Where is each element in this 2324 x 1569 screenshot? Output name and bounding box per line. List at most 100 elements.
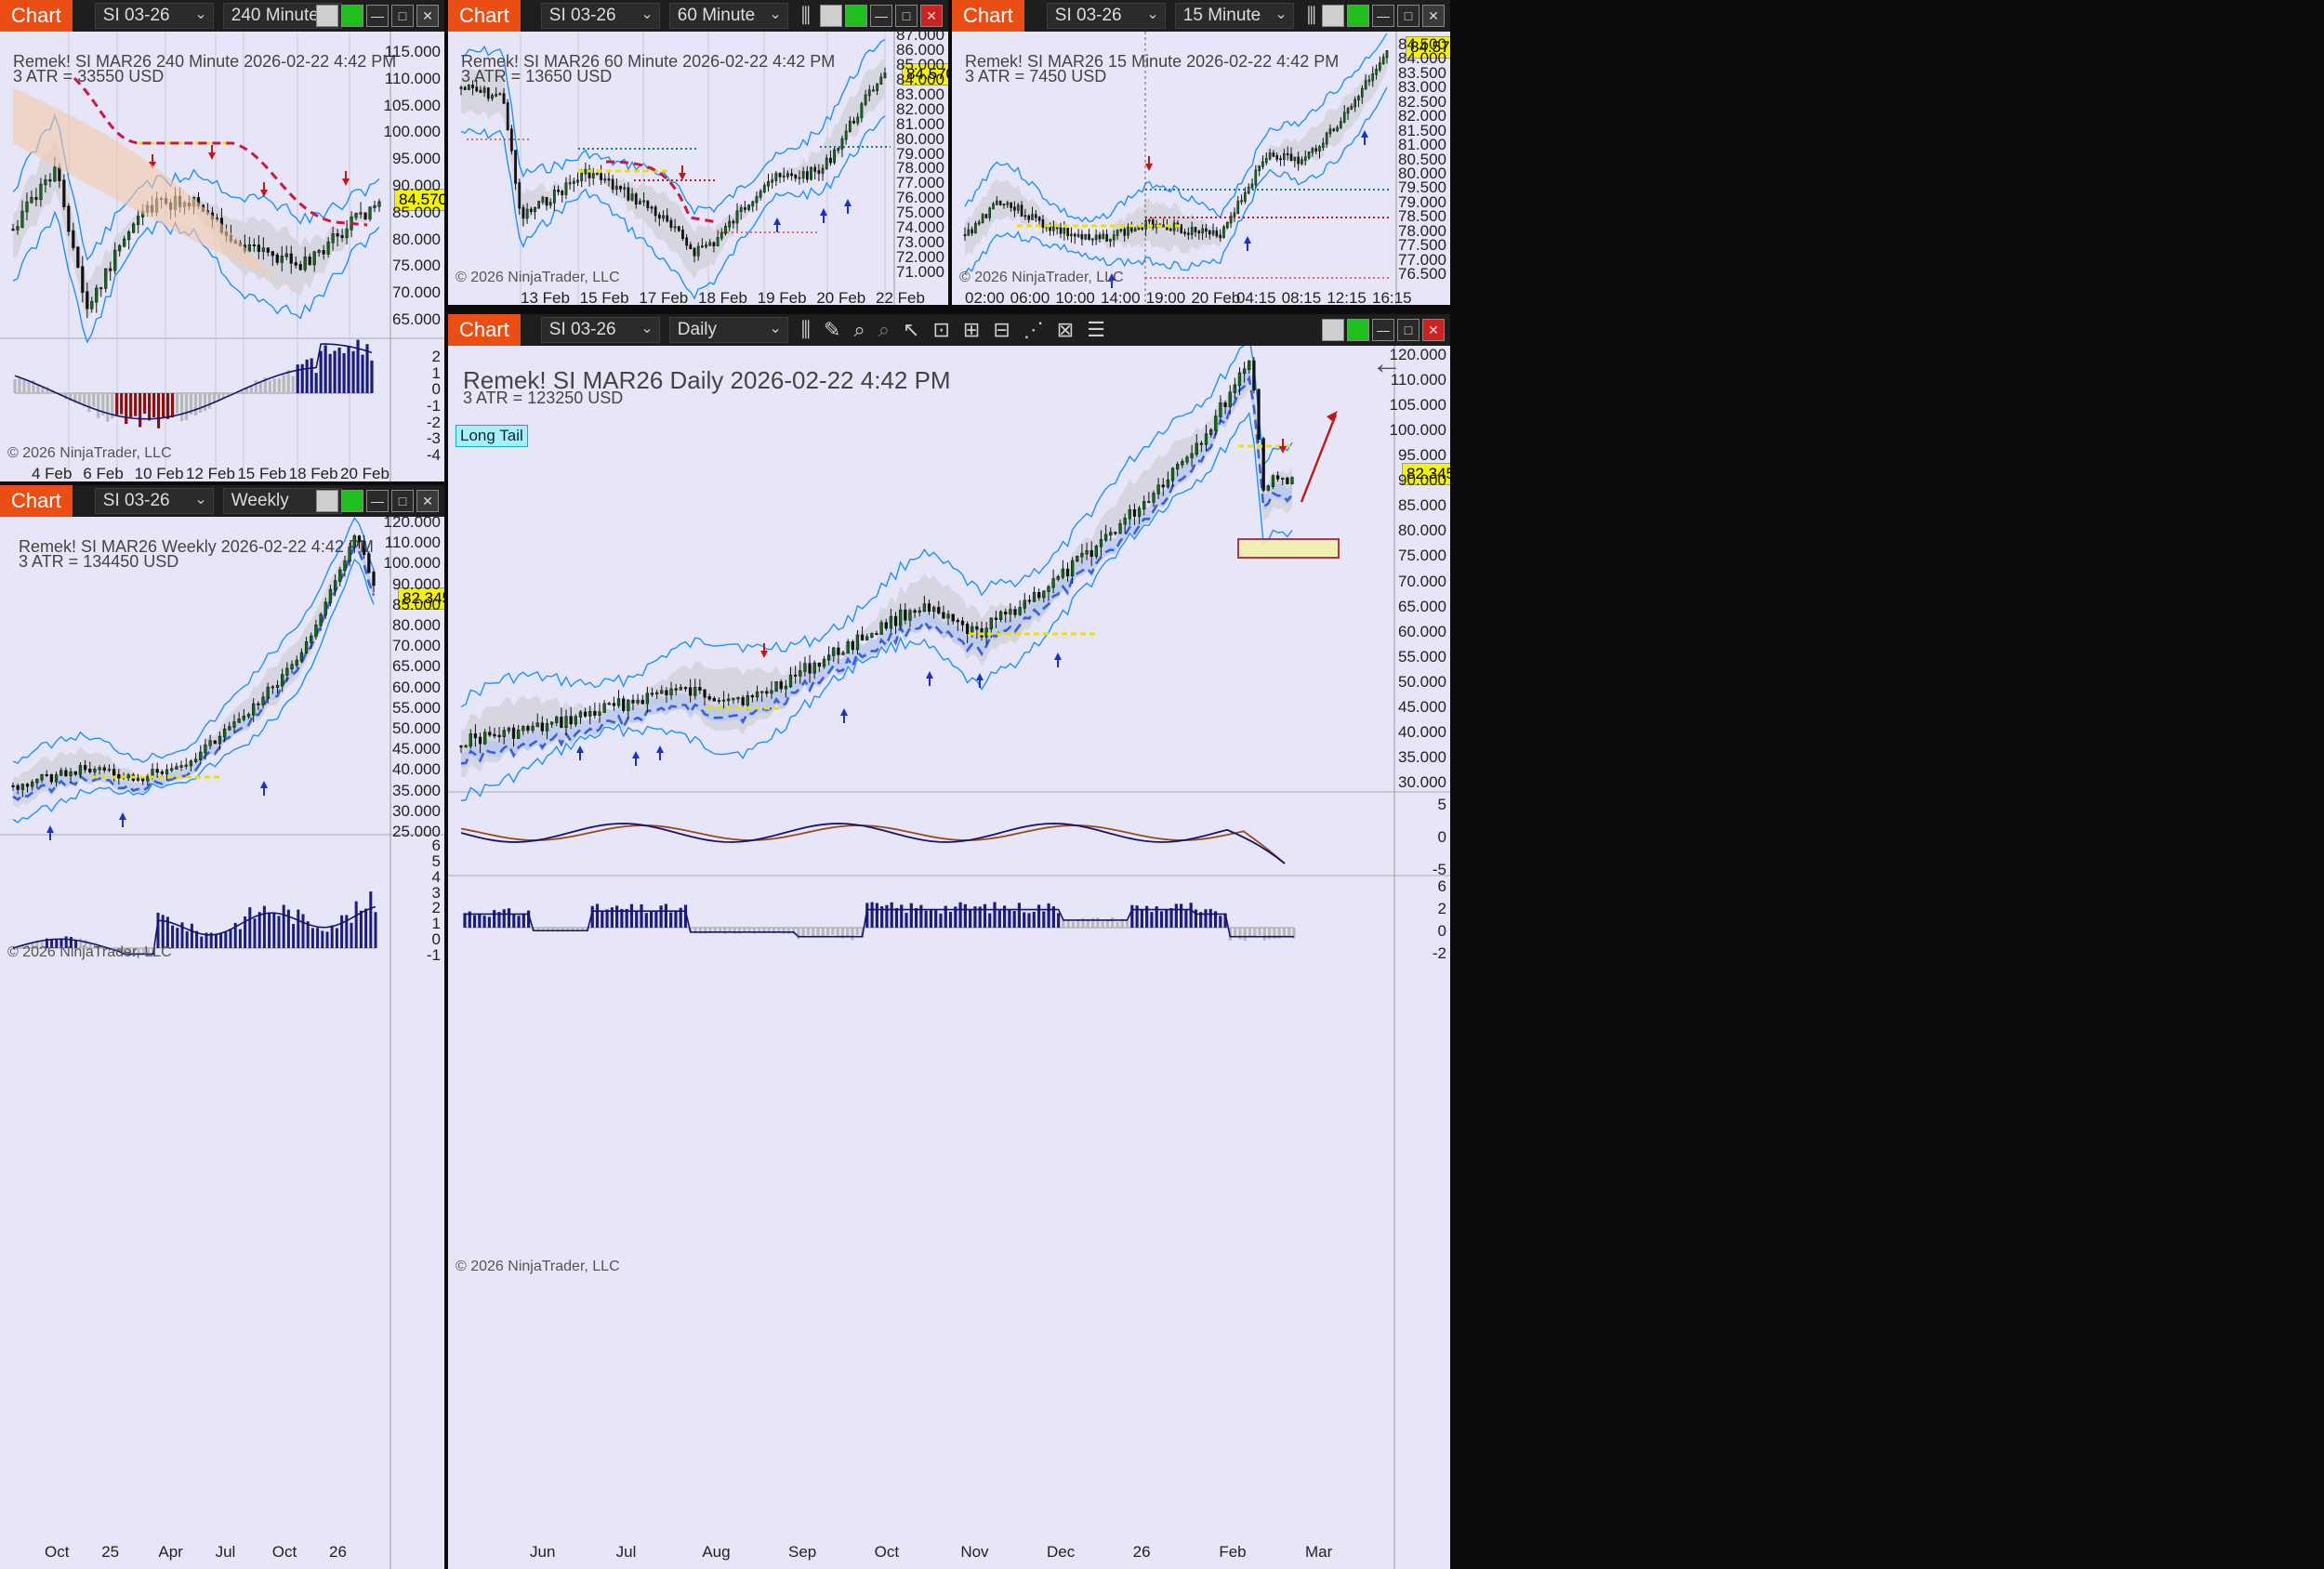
price-scale[interactable]: 87.000 86.000 85.000 84.000 83.000 82.000 81.0… bbox=[894, 26, 948, 287]
candle bbox=[1132, 509, 1137, 517]
candle bbox=[679, 687, 682, 691]
price-panel[interactable] bbox=[448, 32, 948, 305]
price-panel[interactable] bbox=[0, 32, 444, 481]
link-green-button[interactable] bbox=[1347, 5, 1369, 27]
oscillator-scale[interactable]: 2 1 0 -1 -2 -3 -4 bbox=[390, 342, 444, 464]
chart-tab[interactable]: Chart bbox=[448, 314, 521, 346]
oscillator-scale[interactable]: 6 5 4 3 2 1 0 -1 bbox=[390, 837, 444, 964]
candle bbox=[946, 613, 950, 619]
candle bbox=[266, 686, 270, 698]
histogram-bar bbox=[226, 393, 231, 397]
interval-selector[interactable]: Daily ⌄ bbox=[668, 317, 788, 343]
maximize-icon[interactable]: □ bbox=[895, 5, 918, 27]
back-arrow-icon[interactable]: ← bbox=[1371, 346, 1403, 381]
time-tick-label: 26 bbox=[329, 1543, 347, 1561]
price-scale[interactable]: 84.500 84.000 83.500 83.000 82.500 82.000 81.5… bbox=[1396, 32, 1450, 287]
link-green-button[interactable] bbox=[1347, 319, 1369, 341]
minimize-icon[interactable]: — bbox=[870, 5, 892, 27]
candle bbox=[1222, 226, 1225, 239]
chart-tab[interactable]: Chart bbox=[448, 0, 521, 32]
histogram-bar bbox=[101, 393, 105, 416]
chart-tab[interactable]: Chart bbox=[0, 0, 73, 32]
histogram-bar bbox=[359, 910, 363, 948]
candle bbox=[1056, 576, 1060, 580]
candle bbox=[99, 287, 103, 290]
list-icon[interactable]: ☰ bbox=[1087, 318, 1105, 341]
price-scale[interactable]: 120.000 110.000 100.000 90.000 85.000 80.000 7… bbox=[384, 513, 444, 840]
bar-type-icon[interactable]: ⫼ bbox=[1306, 4, 1316, 27]
pencil-icon[interactable]: ✎ bbox=[823, 318, 841, 341]
minimize-icon[interactable]: — bbox=[1372, 5, 1394, 27]
maximize-icon[interactable]: □ bbox=[1397, 5, 1419, 27]
close-icon[interactable]: ✕ bbox=[1422, 319, 1445, 341]
instrument-selector[interactable]: SI 03-26 ⌄ bbox=[540, 3, 660, 29]
histogram-bar bbox=[129, 393, 133, 417]
price-panel[interactable] bbox=[0, 517, 444, 1569]
oscillator-2-scale[interactable]: 6 2 0 -2 bbox=[1394, 877, 1450, 963]
atr-label: 3 ATR = 7450 USD bbox=[965, 67, 1107, 86]
histogram-bar bbox=[40, 942, 44, 948]
link-green-button[interactable] bbox=[341, 490, 363, 512]
close-icon[interactable]: ✕ bbox=[416, 490, 439, 512]
maximize-icon[interactable]: □ bbox=[391, 5, 414, 27]
candle bbox=[593, 710, 597, 716]
link-green-button[interactable] bbox=[341, 5, 363, 27]
candle bbox=[1166, 479, 1170, 488]
minimize-icon[interactable]: — bbox=[366, 490, 389, 512]
data-box-icon[interactable]: ⊡ bbox=[932, 318, 950, 341]
long-tail-button[interactable]: Long Tail bbox=[456, 425, 528, 447]
candle bbox=[1061, 568, 1065, 578]
candle bbox=[1266, 485, 1270, 491]
close-icon[interactable]: ✕ bbox=[1422, 5, 1445, 27]
zoom-in-icon[interactable]: ⌕ bbox=[853, 318, 865, 341]
link-green-button[interactable] bbox=[845, 5, 867, 27]
interval-selector[interactable]: 15 Minute ⌄ bbox=[1174, 3, 1294, 29]
candle bbox=[607, 703, 611, 705]
minimize-icon[interactable]: — bbox=[1372, 319, 1394, 341]
histogram-bar bbox=[1096, 917, 1100, 928]
link-color-button[interactable] bbox=[1322, 5, 1344, 27]
oscillator-1-scale[interactable]: 5 0 -5 bbox=[1394, 796, 1450, 879]
instrument-selector[interactable]: SI 03-26 ⌄ bbox=[1046, 3, 1166, 29]
zoom-out-icon[interactable]: ⌕ bbox=[878, 318, 891, 341]
candle bbox=[479, 89, 482, 93]
candle bbox=[619, 185, 622, 190]
bar-type-icon[interactable]: ⫼ bbox=[800, 4, 811, 27]
price-tick-label: 95.000 bbox=[1398, 446, 1446, 465]
plot-background bbox=[448, 346, 1450, 1569]
templates-icon[interactable]: ⊠ bbox=[1056, 318, 1075, 341]
maximize-icon[interactable]: □ bbox=[1397, 319, 1419, 341]
price-panel[interactable] bbox=[952, 32, 1450, 305]
bar-type-icon[interactable]: ⫼ bbox=[800, 318, 811, 341]
histogram-bar bbox=[1017, 903, 1022, 928]
link-color-button[interactable] bbox=[1322, 319, 1344, 341]
candle bbox=[778, 173, 782, 178]
price-scale[interactable]: 115.000 110.000 105.000 100.000 95.000 90.000… bbox=[384, 32, 444, 338]
maximize-icon[interactable]: □ bbox=[391, 490, 414, 512]
histogram-bar bbox=[885, 904, 889, 928]
indicators-icon[interactable]: ⊟ bbox=[993, 318, 1010, 341]
strategies-icon[interactable]: ⋰ bbox=[1023, 318, 1044, 341]
candle bbox=[39, 183, 43, 201]
histogram-bar bbox=[342, 352, 346, 393]
price-scale[interactable]: 120.000 110.000 105.000 100.000 95.000 90.000… bbox=[1390, 346, 1450, 792]
price-panel[interactable] bbox=[448, 346, 1450, 1569]
close-icon[interactable]: ✕ bbox=[416, 5, 439, 27]
chart-tab[interactable]: Chart bbox=[0, 485, 73, 517]
chart-tab[interactable]: Chart bbox=[952, 0, 1024, 32]
interval-selector[interactable]: 60 Minute ⌄ bbox=[668, 3, 788, 29]
candle bbox=[1018, 607, 1022, 615]
instrument-selector[interactable]: SI 03-26 ⌄ bbox=[540, 317, 660, 343]
instrument-selector[interactable]: SI 03-26 ⌄ bbox=[94, 3, 214, 29]
properties-icon[interactable]: ⊞ bbox=[962, 318, 981, 341]
price-tick-label: 85.000 bbox=[392, 203, 441, 221]
candle bbox=[252, 703, 256, 716]
time-tick-label: Apr bbox=[158, 1543, 183, 1561]
link-color-button[interactable] bbox=[316, 490, 338, 512]
instrument-selector[interactable]: SI 03-26 ⌄ bbox=[94, 488, 214, 514]
link-color-button[interactable] bbox=[316, 5, 338, 27]
close-icon[interactable]: ✕ bbox=[920, 5, 943, 27]
pointer-icon[interactable]: ↖ bbox=[903, 318, 920, 341]
minimize-icon[interactable]: — bbox=[366, 5, 389, 27]
link-color-button[interactable] bbox=[820, 5, 842, 27]
